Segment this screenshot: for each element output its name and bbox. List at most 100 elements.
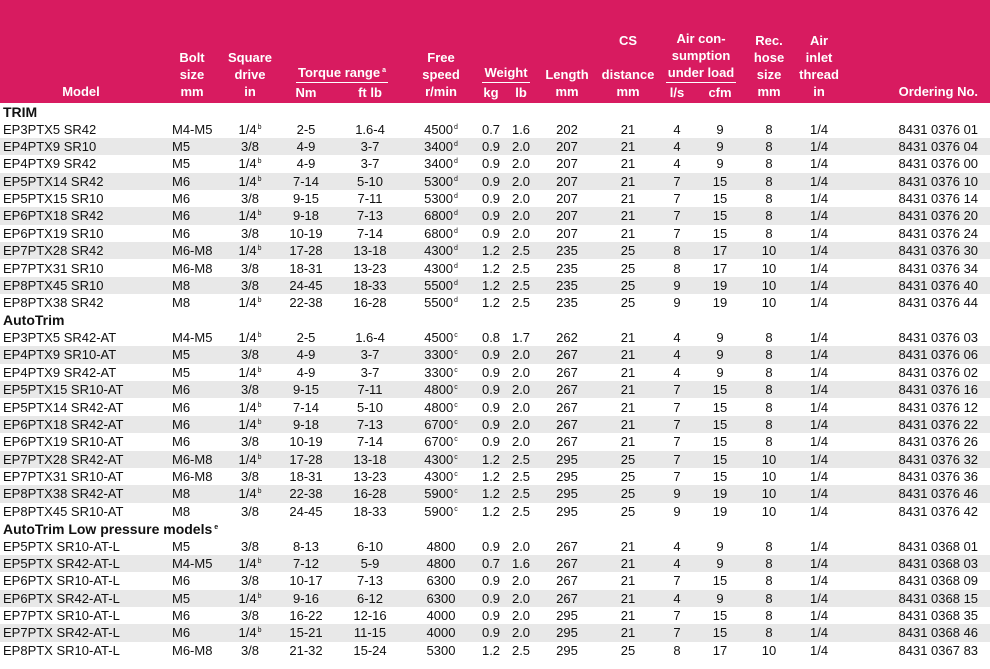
cell-free-speed: 6300: [426, 590, 456, 606]
footnote-mark: b: [257, 332, 262, 340]
cell-torque-nm: 4-9: [296, 364, 316, 380]
cell-weight-lb: 2.5: [511, 486, 531, 502]
cell-weight-lb: 2.0: [511, 573, 531, 589]
cell-cs-distance: 21: [620, 608, 636, 624]
cell-torque-ftlb: 12-16: [353, 608, 387, 624]
cell-air-cfm: 9: [716, 138, 724, 154]
section-title: TRIM: [3, 103, 38, 120]
cell-torque-ftlb: 7-13: [356, 208, 384, 224]
cell-torque-nm: 22-38: [289, 486, 323, 502]
cell-hose-size: 10: [761, 642, 777, 658]
cell-bolt-size: M6-M8: [172, 243, 213, 259]
cell-weight-kg: 0.8: [481, 330, 501, 346]
cell-hose-size: 8: [765, 573, 773, 589]
cell-length: 295: [556, 451, 578, 467]
cell-hose-size: 8: [765, 138, 773, 154]
footnote-mark: d: [454, 210, 458, 218]
cell-cs-distance: 21: [620, 573, 636, 589]
cell-square-drive: 1/4: [238, 399, 257, 415]
cell-square-drive: 1/4: [238, 486, 257, 502]
cell-free-speed: 5300: [424, 191, 454, 207]
cell-weight-lb: 2.0: [511, 347, 531, 363]
cell-torque-ftlb: 13-23: [353, 260, 387, 276]
cell-air-cfm: 9: [716, 121, 724, 137]
cell-air-ls: 4: [673, 555, 681, 571]
cell-ordering-no: 8431 0376 36: [898, 469, 979, 485]
cell-hose-size: 8: [765, 416, 773, 432]
cell-air-cfm: 15: [712, 399, 728, 415]
cell-air-ls: 4: [673, 138, 681, 154]
footnote-mark: c: [454, 453, 458, 461]
cell-weight-kg: 0.9: [481, 225, 501, 241]
cell-torque-nm: 9-18: [292, 208, 320, 224]
cell-square-drive: 3/8: [240, 503, 260, 519]
cell-model: EP5PTX SR10-AT-L: [3, 538, 120, 554]
cell-air-ls: 7: [673, 625, 681, 641]
cell-free-speed: 6300: [426, 573, 456, 589]
cell-weight-lb: 2.5: [511, 260, 531, 276]
table-row: EP5PTX14 SR42-AT M6 1/4b 7-14 5-10 4800c 0.9 2.…: [0, 398, 990, 415]
cell-air-cfm: 15: [712, 434, 728, 450]
cell-length: 267: [556, 416, 578, 432]
cell-air-ls: 7: [673, 451, 681, 467]
cell-torque-nm: 4-9: [296, 156, 316, 172]
cell-cs-distance: 25: [620, 503, 636, 519]
footnote-mark: c: [454, 418, 458, 426]
cell-bolt-size: M6: [172, 173, 191, 189]
cell-model: EP4PTX9 SR10-AT: [3, 347, 117, 363]
cell-cs-distance: 21: [620, 364, 636, 380]
cell-inlet-thread: 1/4: [809, 555, 829, 571]
cell-weight-kg: 0.9: [481, 538, 501, 554]
cell-weight-kg: 1.2: [481, 469, 501, 485]
cell-torque-ftlb: 18-33: [353, 277, 387, 293]
cell-free-speed: 4300: [424, 451, 454, 467]
cell-inlet-thread: 1/4: [809, 573, 829, 589]
cell-weight-lb: 2.5: [511, 295, 531, 311]
cell-weight-kg: 1.2: [481, 451, 501, 467]
cell-weight-kg: 1.2: [481, 260, 501, 276]
table-row: EP4PTX9 SR42-AT M5 1/4b 4-9 3-7 3300c 0.9 2.0 26…: [0, 364, 990, 381]
cell-free-speed: 5500: [424, 277, 454, 293]
footnote-mark: c: [454, 488, 458, 496]
cell-length: 207: [556, 173, 578, 189]
cell-air-ls: 7: [673, 382, 681, 398]
header-nm: Nm: [278, 84, 334, 103]
cell-bolt-size: M5: [172, 364, 191, 380]
table-row: EP7PTX SR10-AT-L M6 3/8 16-22 12-16 4000 0.9 2.…: [0, 607, 990, 624]
cell-bolt-size: M5: [172, 156, 191, 172]
header-air-inlet-thread: Air inlet thread in: [794, 0, 845, 103]
cell-bolt-size: M4-M5: [172, 330, 213, 346]
table-row: EP7PTX28 SR42-AT M6-M8 1/4b 17-28 13-18 4300c…: [0, 450, 990, 468]
cell-air-ls: 4: [673, 330, 681, 346]
header-lb: lb: [506, 84, 537, 103]
cell-weight-kg: 1.2: [481, 642, 501, 658]
cell-length: 267: [556, 347, 578, 363]
cell-torque-ftlb: 5-10: [356, 399, 384, 415]
cell-model: EP8PTX45 SR10: [3, 277, 104, 293]
table-row: EP3PTX5 SR42 M4-M5 1/4b 2-5 1.6-4 4500d 0.7 1.6…: [0, 120, 990, 137]
cell-hose-size: 8: [765, 364, 773, 380]
cell-ordering-no: 8431 0376 42: [898, 503, 979, 519]
cell-torque-nm: 10-19: [289, 434, 323, 450]
cell-torque-ftlb: 6-12: [356, 590, 384, 606]
header-length: Length mm: [536, 0, 599, 103]
cell-torque-nm: 8-13: [292, 538, 320, 554]
cell-air-cfm: 9: [716, 590, 724, 606]
section-footnote: e: [214, 523, 219, 531]
cell-ordering-no: 8431 0376 46: [898, 486, 979, 502]
cell-bolt-size: M6: [172, 191, 191, 207]
table-row: EP7PTX SR42-AT-L M6 1/4b 15-21 11-15 4000 0.9 2…: [0, 624, 990, 642]
footnote-mark: c: [454, 436, 458, 444]
cell-ordering-no: 8431 0368 15: [898, 590, 979, 606]
cell-square-drive: 1/4: [238, 416, 257, 432]
cell-inlet-thread: 1/4: [809, 330, 829, 346]
cell-weight-kg: 0.7: [481, 121, 501, 137]
cell-cs-distance: 21: [620, 156, 636, 172]
footnote-mark: d: [454, 140, 458, 148]
cell-square-drive: 1/4: [238, 625, 257, 641]
cell-cs-distance: 25: [620, 642, 636, 658]
cell-hose-size: 8: [765, 608, 773, 624]
cell-ordering-no: 8431 0376 44: [898, 295, 979, 311]
cell-bolt-size: M6: [172, 434, 191, 450]
cell-air-ls: 4: [673, 538, 681, 554]
